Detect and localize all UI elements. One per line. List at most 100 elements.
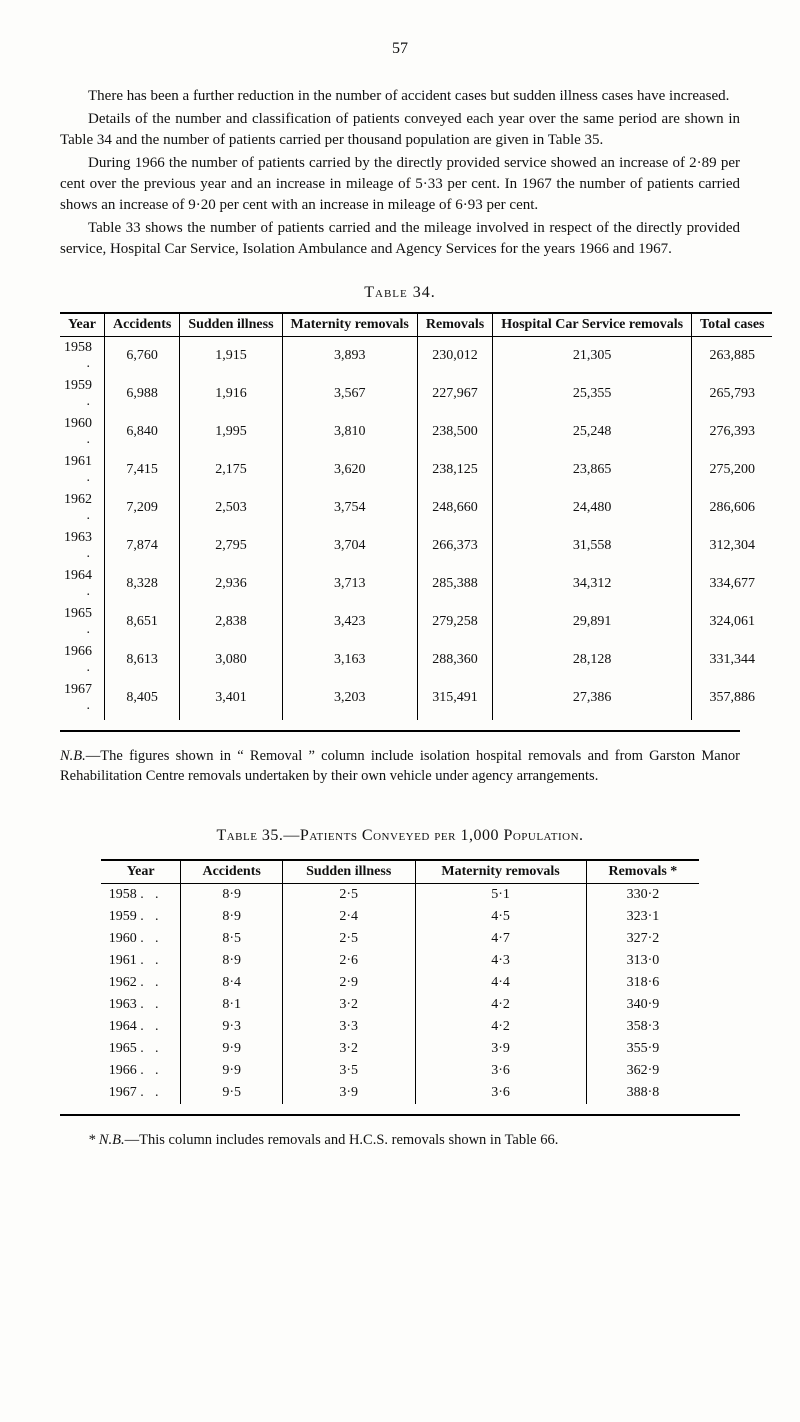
table-cell: 355·9 (586, 1038, 699, 1060)
table-row: 1961 ..8·92·64·3313·0 (101, 950, 699, 972)
table-34-col-year: Year (60, 313, 105, 337)
table-cell: 4·3 (415, 950, 586, 972)
table-cell: 34,312 (493, 565, 692, 603)
table-cell: 4·7 (415, 928, 586, 950)
table-cell: 24,480 (493, 489, 692, 527)
table-35-col-removals: Removals * (586, 860, 699, 884)
page-number: 57 (60, 40, 740, 58)
table-34-header-row: Year Accidents Sudden illness Maternity … (60, 313, 772, 337)
table-cell: 3,203 (282, 679, 417, 720)
table-cell: 8·5 (181, 928, 282, 950)
table-cell: 21,305 (493, 337, 692, 376)
table-cell: 279,258 (417, 603, 492, 641)
table-35-caption: Table 35.—Patients Conveyed per 1,000 Po… (60, 827, 740, 845)
paragraph-4: Table 33 shows the number of patients ca… (60, 218, 740, 260)
table-cell: 9·9 (181, 1038, 282, 1060)
table-cell: 28,128 (493, 641, 692, 679)
table-cell: 23,865 (493, 451, 692, 489)
paragraph-3: During 1966 the number of patients carri… (60, 153, 740, 216)
table-cell: 327·2 (586, 928, 699, 950)
table-cell: 31,558 (493, 527, 692, 565)
table-34-col-maternity: Maternity removals (282, 313, 417, 337)
table-cell: 3·2 (282, 994, 415, 1016)
table-cell: 238,500 (417, 413, 492, 451)
table-cell: 1964 .. (101, 1016, 181, 1038)
table-cell: 323·1 (586, 906, 699, 928)
table-cell: 1962 .. (101, 972, 181, 994)
table-34-col-sudden: Sudden illness (180, 313, 282, 337)
table-cell: 313·0 (586, 950, 699, 972)
table-cell: 29,891 (493, 603, 692, 641)
table-cell: 1966. (60, 641, 105, 679)
table-34-col-removals: Removals (417, 313, 492, 337)
table-cell: 1967. (60, 679, 105, 720)
table-cell: 7,415 (105, 451, 180, 489)
table-cell: 9·5 (181, 1082, 282, 1104)
table-cell: 1965 .. (101, 1038, 181, 1060)
table-cell: 238,125 (417, 451, 492, 489)
table-cell: 3,163 (282, 641, 417, 679)
table-cell: 230,012 (417, 337, 492, 376)
table-cell: 1961. (60, 451, 105, 489)
table-35-col-sudden: Sudden illness (282, 860, 415, 884)
table-row: 1963 ..8·13·24·2340·9 (101, 994, 699, 1016)
table-cell: 3·6 (415, 1060, 586, 1082)
table-cell: 334,677 (692, 565, 773, 603)
table-cell: 9·9 (181, 1060, 282, 1082)
table-cell: 3,704 (282, 527, 417, 565)
table-cell: 8·9 (181, 950, 282, 972)
table-row: 1964 ..9·33·34·2358·3 (101, 1016, 699, 1038)
table-cell: 4·2 (415, 994, 586, 1016)
table-row: 1963.7,8742,7953,704266,37331,558312,304 (60, 527, 772, 565)
table-cell: 330·2 (586, 883, 699, 906)
table-cell: 227,967 (417, 375, 492, 413)
table-row: 1960 ..8·52·54·7327·2 (101, 928, 699, 950)
table-cell: 3,754 (282, 489, 417, 527)
table-cell: 25,355 (493, 375, 692, 413)
table-cell: 3,810 (282, 413, 417, 451)
table-row: 1962.7,2092,5033,754248,66024,480286,606 (60, 489, 772, 527)
table-cell: 4·4 (415, 972, 586, 994)
table-34-col-accidents: Accidents (105, 313, 180, 337)
table-34: Year Accidents Sudden illness Maternity … (60, 312, 772, 720)
table-cell: 1958 .. (101, 883, 181, 906)
table-35: Year Accidents Sudden illness Maternity … (101, 859, 699, 1104)
table-cell: 4·5 (415, 906, 586, 928)
table-cell: 1960. (60, 413, 105, 451)
table-cell: 1,995 (180, 413, 282, 451)
table-cell: 362·9 (586, 1060, 699, 1082)
table-cell: 1963 .. (101, 994, 181, 1016)
table-cell: 6,760 (105, 337, 180, 376)
table-cell: 2·4 (282, 906, 415, 928)
table-cell: 263,885 (692, 337, 773, 376)
table-cell: 315,491 (417, 679, 492, 720)
table-row: 1958.6,7601,9153,893230,01221,305263,885 (60, 337, 772, 376)
table-row: 1967.8,4053,4013,203315,49127,386357,886 (60, 679, 772, 720)
table-34-container: Year Accidents Sudden illness Maternity … (60, 312, 740, 732)
table-cell: 265,793 (692, 375, 773, 413)
table-cell: 3·2 (282, 1038, 415, 1060)
table-row: 1964.8,3282,9363,713285,38834,312334,677 (60, 565, 772, 603)
table-cell: 1958. (60, 337, 105, 376)
table-cell: 8·4 (181, 972, 282, 994)
table-35-col-year: Year (101, 860, 181, 884)
table-34-caption: Table 34. (60, 284, 740, 302)
table-cell: 1965. (60, 603, 105, 641)
table-cell: 2·9 (282, 972, 415, 994)
table-row: 1965 ..9·93·23·9355·9 (101, 1038, 699, 1060)
table-34-note-text: —The figures shown in “ Removal ” column… (60, 748, 740, 784)
table-cell: 248,660 (417, 489, 492, 527)
table-cell: 2,838 (180, 603, 282, 641)
table-cell: 1962. (60, 489, 105, 527)
table-cell: 1959. (60, 375, 105, 413)
table-cell: 1963. (60, 527, 105, 565)
table-35-col-accidents: Accidents (181, 860, 282, 884)
table-cell: 3·6 (415, 1082, 586, 1104)
table-cell: 275,200 (692, 451, 773, 489)
table-cell: 324,061 (692, 603, 773, 641)
table-cell: 358·3 (586, 1016, 699, 1038)
table-cell: 3,567 (282, 375, 417, 413)
table-cell: 312,304 (692, 527, 773, 565)
table-cell: 1961 .. (101, 950, 181, 972)
table-row: 1967 ..9·53·93·6388·8 (101, 1082, 699, 1104)
